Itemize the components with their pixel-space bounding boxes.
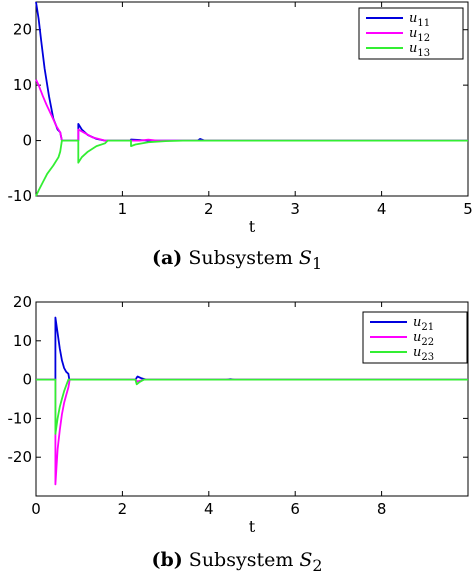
x-tick-label: 1 [118,200,128,218]
x-tick-label: 0 [31,500,41,518]
x-tick-label: 3 [290,200,300,218]
x-tick-label: 6 [290,500,300,518]
legend-subscript: 11 [417,18,430,29]
caption-b-symbol: S [299,549,313,571]
x-axis-label: t [249,217,256,236]
x-tick-label: 2 [118,500,128,518]
caption-a: (a) Subsystem S1 [0,247,474,273]
caption-a-subscript: 1 [311,253,323,273]
caption-b-subscript: 2 [312,555,323,575]
y-tick-label: 0 [22,371,32,389]
x-tick-label: 2 [204,200,214,218]
legend-subscript: 12 [417,33,430,44]
y-tick-label: 10 [13,76,32,94]
y-tick-label: 0 [22,132,32,150]
y-tick-label: 20 [13,21,32,39]
legend-subscript: 22 [421,337,434,348]
series-line-u23 [36,378,468,435]
legend-subscript: 23 [421,352,434,363]
y-tick-label: -20 [8,448,33,466]
caption-b: (b) Subsystem S2 [0,549,474,575]
x-axis-label: t [249,517,256,536]
x-tick-label: 4 [377,200,387,218]
x-tick-label: 4 [204,500,214,518]
caption-a-tag: (a) [151,247,183,269]
caption-a-symbol: S [298,247,312,269]
y-tick-label: 20 [13,293,32,311]
y-tick-label: 10 [13,332,32,350]
legend-subscript: 13 [417,48,430,59]
caption-b-text: Subsystem [188,549,294,571]
series-line-u13 [35,139,468,197]
y-tick-label: -10 [8,409,33,427]
y-tick-label: -10 [8,187,33,205]
x-tick-label: 5 [463,200,473,218]
series-line-u22 [36,378,468,486]
x-tick-label: 8 [377,500,387,518]
caption-b-tag: (b) [151,549,183,571]
caption-a-text: Subsystem [188,247,293,269]
legend-subscript: 21 [421,322,434,333]
